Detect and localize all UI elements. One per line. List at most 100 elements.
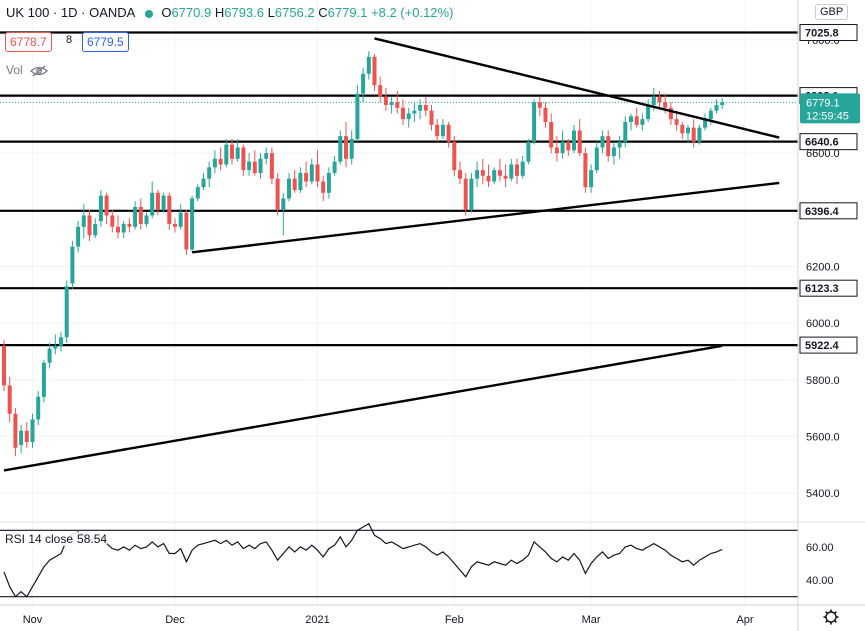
candle-down xyxy=(554,147,559,154)
candle-down xyxy=(321,181,326,193)
candle-down xyxy=(663,102,668,108)
time-tick-label: Mar xyxy=(582,614,601,626)
candle-down xyxy=(24,430,29,443)
candle-down xyxy=(486,175,491,182)
rsi-legend[interactable]: RSI 14 close 58.54 xyxy=(5,532,108,546)
candle-down xyxy=(423,104,428,111)
candle-down xyxy=(372,56,377,86)
candle-down xyxy=(173,223,177,227)
level-label-box xyxy=(799,133,858,151)
candle-up xyxy=(572,130,576,151)
change-value: +8.2 (+0.12%) xyxy=(371,5,454,20)
trendline[interactable] xyxy=(3,344,723,472)
time-tick-label: Feb xyxy=(445,614,464,626)
candle-down xyxy=(446,124,451,142)
candle-up xyxy=(144,215,149,224)
candle-up xyxy=(47,348,52,363)
gear-icon[interactable] xyxy=(823,609,839,625)
close-label: C xyxy=(318,5,328,20)
candle-up xyxy=(178,212,183,227)
sell-button[interactable]: 6778.7 xyxy=(5,32,52,52)
candle-down xyxy=(680,124,685,134)
candle-down xyxy=(218,158,223,165)
candle-up xyxy=(326,172,331,193)
candle-down xyxy=(463,178,468,210)
gear-icon-tooth xyxy=(825,619,829,623)
rsi-value: 58.54 xyxy=(77,532,108,546)
candle-down xyxy=(383,96,388,105)
trendline[interactable] xyxy=(191,181,780,254)
candle-down xyxy=(241,147,246,171)
candle-up xyxy=(64,286,69,338)
candle-down xyxy=(515,164,519,176)
candle-down xyxy=(275,178,280,210)
candle-down xyxy=(668,107,673,120)
rsi-line xyxy=(3,522,723,598)
candle-down xyxy=(127,223,132,227)
candle-down xyxy=(537,102,542,108)
level-label: 6123.3 xyxy=(805,283,839,295)
level-label: 5922.4 xyxy=(805,340,840,352)
candle-up xyxy=(207,167,212,179)
price-tick-label: 6600.0 xyxy=(806,148,840,160)
open-value: 6770.9 xyxy=(171,5,212,20)
candle-up xyxy=(686,127,690,134)
candle-up xyxy=(600,136,605,148)
candle-up xyxy=(349,138,354,159)
trendline[interactable] xyxy=(374,37,780,139)
candle-up xyxy=(589,170,594,188)
candle-up xyxy=(332,161,337,173)
candle-down xyxy=(583,153,588,188)
rsi-tick-label: 40.00 xyxy=(806,575,834,587)
symbol-title[interactable]: UK 100 · 1D · OANDA xyxy=(6,5,136,20)
low-label: L xyxy=(267,5,275,20)
level-label: 6640.6 xyxy=(805,137,839,149)
candle-up xyxy=(560,141,565,154)
market-status-icon xyxy=(145,9,154,18)
candle-down xyxy=(378,85,383,97)
candle-up xyxy=(93,223,98,236)
level-label-box xyxy=(799,336,858,354)
candle-down xyxy=(110,215,115,227)
candle-down xyxy=(304,172,309,182)
gear-icon-ring xyxy=(825,611,837,623)
candle-up xyxy=(19,430,24,445)
currency-button[interactable]: GBP xyxy=(815,4,849,20)
candle-up xyxy=(646,104,651,120)
candle-up xyxy=(418,104,423,111)
candle-down xyxy=(344,136,348,159)
level-label-box xyxy=(799,279,858,297)
candle-up xyxy=(76,226,81,247)
candle-up xyxy=(287,178,291,199)
candle-up xyxy=(412,110,417,114)
candle-up xyxy=(281,198,286,210)
candle-up xyxy=(201,178,206,188)
eye-hidden-icon[interactable] xyxy=(30,65,49,77)
candle-down xyxy=(104,195,109,216)
level-label: 6396.4 xyxy=(805,206,840,218)
candle-up xyxy=(640,119,645,125)
volume-indicator[interactable]: Vol xyxy=(6,63,49,77)
candle-up xyxy=(492,170,497,182)
candle-down xyxy=(549,121,554,148)
candle-up xyxy=(532,102,537,142)
price-tick-label: 6200.0 xyxy=(806,261,840,273)
candle-up xyxy=(338,136,343,162)
candle-up xyxy=(611,147,616,156)
candle-up xyxy=(406,113,411,120)
candle-up xyxy=(389,102,394,105)
buy-button[interactable]: 6779.5 xyxy=(82,32,129,52)
candle-down xyxy=(87,215,92,236)
candle-up xyxy=(469,178,474,210)
level-label: 7025.8 xyxy=(805,28,839,40)
candle-down xyxy=(155,192,160,210)
candle-down xyxy=(657,96,662,103)
candle-up xyxy=(708,110,713,120)
candle-up xyxy=(629,116,633,122)
close-value: 6779.1 xyxy=(327,5,368,20)
candle-down xyxy=(458,170,462,179)
candle-up xyxy=(509,164,514,179)
candle-up xyxy=(212,158,217,168)
candle-down xyxy=(480,170,485,176)
